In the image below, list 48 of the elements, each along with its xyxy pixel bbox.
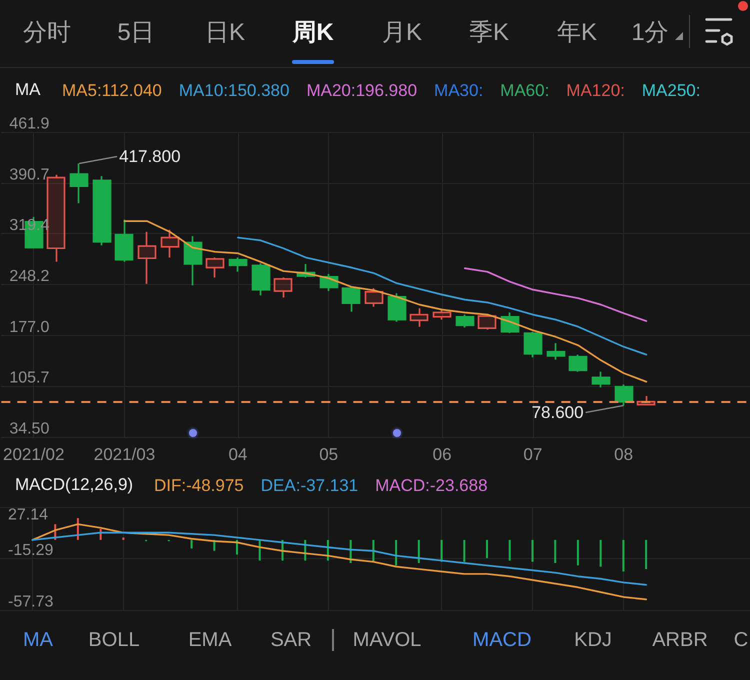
x-tick-label: 04 (228, 445, 248, 464)
text: MACD:-23.688 (375, 476, 488, 495)
legend-label: MA120: (566, 81, 625, 100)
x-tick-label: 06 (432, 445, 452, 464)
text: 季K (468, 18, 510, 46)
y-tick-label: 105.7 (9, 370, 50, 387)
text: 月K (382, 18, 422, 46)
y-tick-label: -15.29 (8, 542, 54, 559)
legend-label: MA250: (642, 81, 700, 100)
text: MA (23, 629, 53, 651)
text: SAR (270, 629, 312, 651)
text: 5日 (117, 18, 155, 46)
y-tick-label: 248.2 (9, 268, 50, 285)
text: MAVOL (352, 629, 422, 651)
x-tick-label: 2021/02 (3, 445, 64, 464)
y-tick-label: 27.14 (8, 506, 48, 524)
text: DIF:-48.975 (154, 476, 244, 495)
legend-title: MACD(12,26,9) (15, 475, 134, 495)
text: MACD (472, 629, 532, 651)
y-tick-label: 177.0 (9, 318, 50, 336)
text: C (734, 629, 748, 651)
text: 年K (556, 18, 598, 46)
text: MA10:150.380 (178, 81, 290, 100)
y-tick-label: 319.4 (9, 217, 50, 234)
text: KDJ (574, 629, 612, 651)
x-tick-label: 07 (523, 445, 542, 464)
y-tick-label: -57.73 (8, 594, 54, 610)
text: EMA (188, 629, 232, 651)
x-tick-label: 2021/03 (94, 445, 156, 464)
text: BOLL (88, 629, 140, 651)
text: ARBR (652, 629, 708, 651)
x-tick-label: 05 (319, 445, 338, 464)
text: 1分 (631, 18, 669, 46)
legend-title: MA (15, 80, 40, 100)
text: DEA:-37.131 (260, 476, 358, 495)
text: 分时 (23, 18, 71, 46)
annotation: 78.600 (532, 403, 584, 422)
text: MA5:112.040 (62, 81, 162, 100)
legend-label: MA60: (500, 81, 550, 100)
legend-label: MA30: (434, 81, 484, 100)
y-tick-label: 461.9 (9, 116, 50, 132)
y-tick-label: 34.50 (9, 420, 50, 438)
annotation: 417.800 (119, 146, 181, 166)
y-tick-label: 390.7 (9, 166, 50, 184)
text: 日K (204, 18, 246, 46)
text: 周K (292, 18, 334, 46)
text: MA20:196.980 (306, 81, 418, 100)
x-tick-label: 08 (614, 445, 634, 464)
